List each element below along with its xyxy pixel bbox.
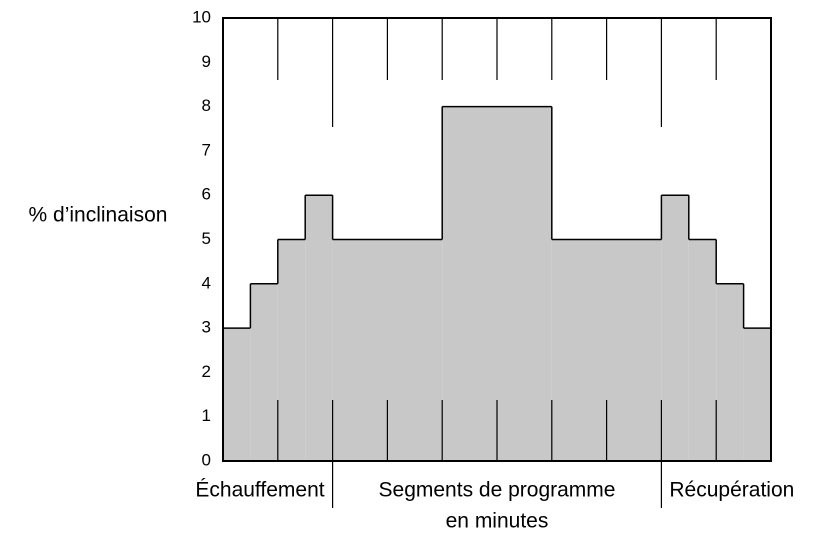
y-axis-label: % d’inclinaison xyxy=(29,204,168,227)
y-tick-label: 8 xyxy=(202,96,211,115)
x-axis-label: en minutes xyxy=(446,510,549,533)
step-area xyxy=(661,195,689,461)
y-tick-label: 7 xyxy=(202,140,211,159)
step-area xyxy=(277,239,306,461)
step-area xyxy=(250,283,278,461)
y-tick-label: 4 xyxy=(202,273,211,292)
section-label: Échauffement xyxy=(195,479,324,502)
y-tick-label: 2 xyxy=(202,362,211,381)
y-tick-label: 10 xyxy=(192,7,211,26)
step-area xyxy=(688,239,717,461)
step-area xyxy=(223,328,251,461)
y-tick-label: 0 xyxy=(202,450,211,469)
section-label: Récupération xyxy=(669,479,794,502)
y-tick-label: 1 xyxy=(202,406,211,425)
y-tick-label: 5 xyxy=(202,229,211,248)
y-tick-label: 3 xyxy=(202,318,211,337)
step-area xyxy=(743,328,771,461)
y-tick-label: 9 xyxy=(202,52,211,71)
step-area xyxy=(305,195,333,461)
plot-frame xyxy=(222,17,772,462)
y-tick-label: 6 xyxy=(202,185,211,204)
step-area xyxy=(716,283,744,461)
section-label: Segments de programme xyxy=(379,479,616,502)
